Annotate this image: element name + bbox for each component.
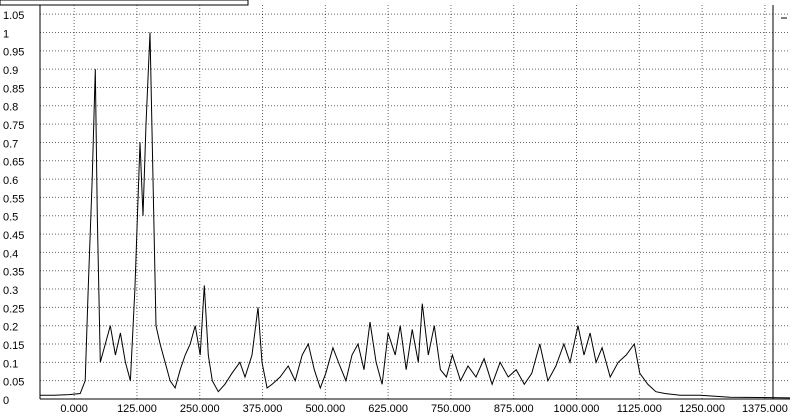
x-tick-label: 1125.000 — [617, 403, 662, 415]
y-tick-label: 0.15 — [3, 340, 24, 352]
x-tick-label: 125.000 — [117, 403, 157, 415]
x-tick-label: 750.000 — [431, 403, 471, 415]
y-tick-label: 0.2 — [3, 322, 18, 334]
y-tick-label: 0.8 — [3, 102, 18, 114]
y-tick-label: 0.85 — [3, 83, 24, 95]
y-tick-label: 0.1 — [3, 358, 18, 370]
x-tick-label: 0.000 — [60, 403, 88, 415]
x-tick-label: 375.000 — [243, 403, 283, 415]
y-tick-label: 0.05 — [3, 377, 24, 389]
y-tick-label: 1 — [3, 28, 9, 40]
y-tick-label: 0.9 — [3, 65, 18, 77]
y-tick-label: 0 — [3, 395, 9, 407]
x-tick-label: 500.000 — [305, 403, 345, 415]
x-tick-label: 250.000 — [180, 403, 220, 415]
y-tick-label: 0.35 — [3, 267, 24, 279]
y-tick-label: 0.55 — [3, 193, 24, 205]
y-tick-label: 1.05 — [3, 10, 24, 22]
x-tick-label: 1000.000 — [554, 403, 600, 415]
legend-box — [0, 0, 249, 6]
x-tick-label: 1375.000 — [742, 403, 788, 415]
x-tick-label: 875.000 — [494, 403, 534, 415]
y-tick-label: 0.3 — [3, 285, 18, 297]
y-tick-label: 0.75 — [3, 120, 24, 132]
y-tick-label: 0.4 — [3, 248, 18, 260]
y-tick-label: 0.5 — [3, 212, 18, 224]
y-tick-label: 0.25 — [3, 303, 24, 315]
y-tick-label: 0.95 — [3, 47, 24, 59]
y-tick-label: 0.7 — [3, 138, 18, 150]
x-tick-label: 1250.000 — [679, 403, 725, 415]
y-tick-label: 0.65 — [3, 157, 24, 169]
signal-line — [40, 32, 791, 399]
y-tick-label: 0.45 — [3, 230, 24, 242]
x-tick-label: 625.000 — [368, 403, 408, 415]
y-tick-label: 0.6 — [3, 175, 18, 187]
